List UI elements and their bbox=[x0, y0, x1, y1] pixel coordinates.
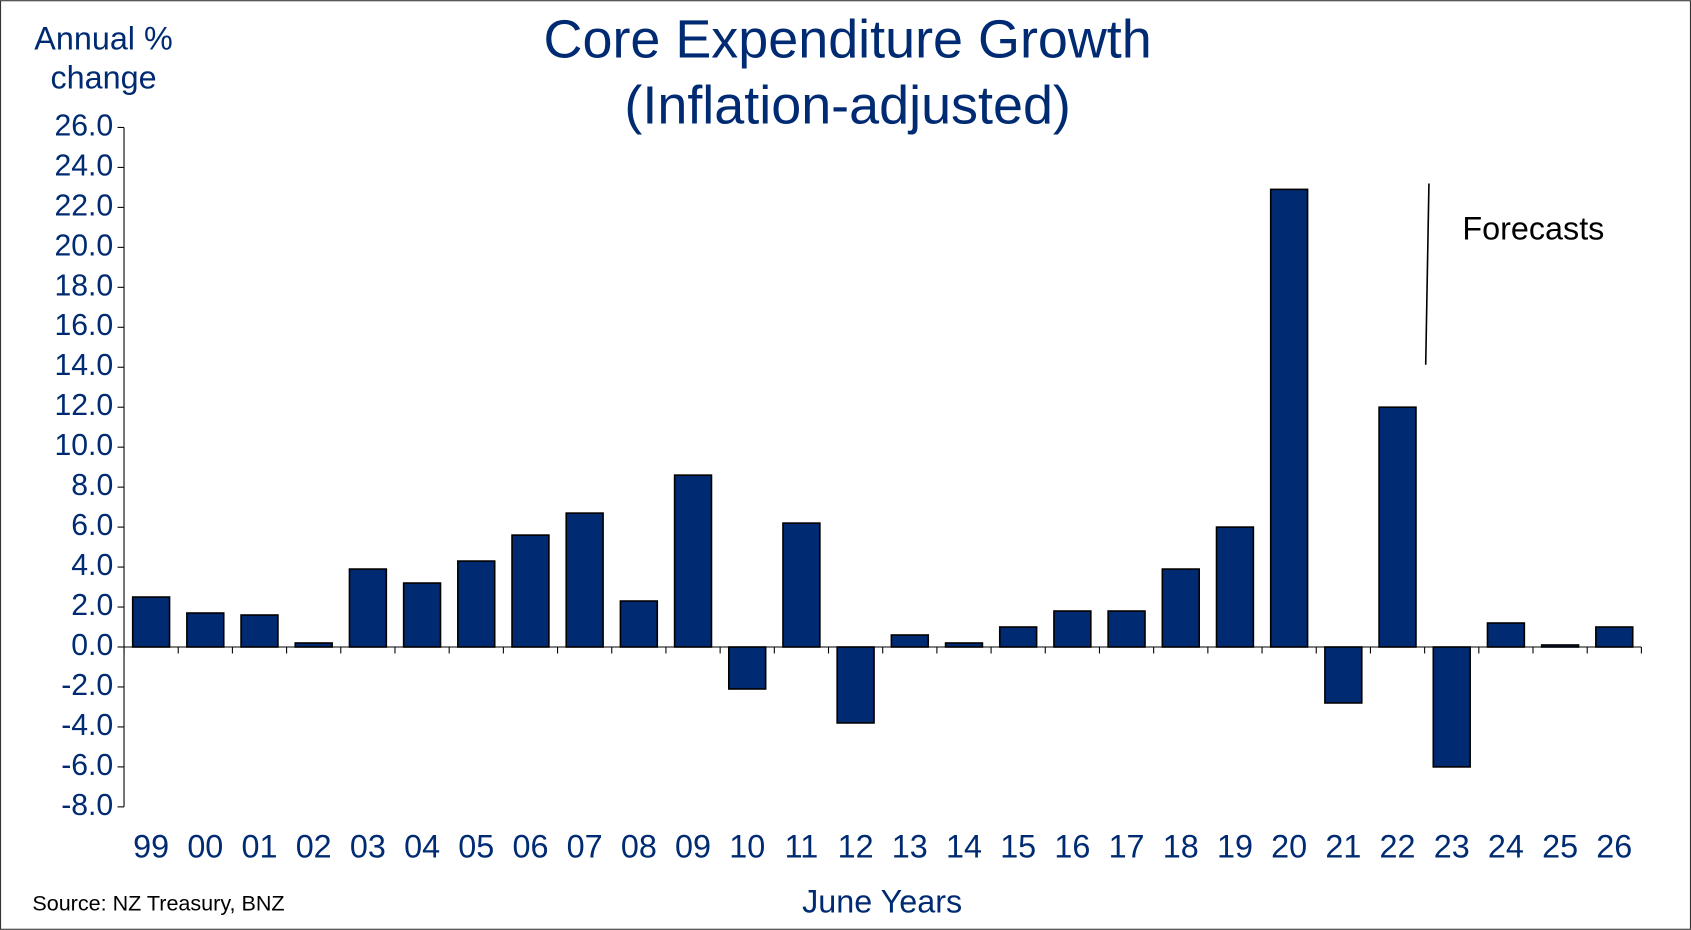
x-tick-label: 22 bbox=[1380, 828, 1416, 864]
y-axis-label: Annual % bbox=[34, 21, 172, 57]
source-note: Source: NZ Treasury, BNZ bbox=[32, 891, 284, 916]
x-tick-label: 04 bbox=[404, 828, 440, 864]
x-tick-label: 24 bbox=[1488, 828, 1524, 864]
y-tick-label: 18.0 bbox=[54, 269, 113, 302]
x-tick-label: 05 bbox=[458, 828, 494, 864]
y-tick-label: 6.0 bbox=[71, 509, 113, 542]
y-tick-label: 26.0 bbox=[54, 109, 113, 142]
y-tick-label: 22.0 bbox=[54, 189, 113, 222]
x-tick-label: 11 bbox=[785, 828, 819, 864]
bar bbox=[673, 474, 713, 648]
x-tick-label: 16 bbox=[1054, 828, 1090, 864]
bar bbox=[998, 626, 1038, 648]
y-tick-label: 0.0 bbox=[71, 629, 113, 662]
x-tick-label: 03 bbox=[350, 828, 386, 864]
x-tick-label: 99 bbox=[133, 828, 169, 864]
bar bbox=[836, 646, 875, 724]
bar bbox=[944, 642, 984, 648]
x-tick-label: 14 bbox=[946, 828, 982, 864]
bar bbox=[131, 596, 171, 648]
chart-title: (Inflation-adjusted) bbox=[624, 75, 1070, 135]
bar bbox=[294, 642, 333, 648]
y-tick-label: -8.0 bbox=[61, 789, 113, 822]
y-tick-label: 10.0 bbox=[54, 429, 113, 462]
bar bbox=[1595, 626, 1634, 648]
y-tick-label: -2.0 bbox=[61, 669, 113, 702]
y-tick-label: 12.0 bbox=[54, 389, 113, 422]
chart-title: Core Expenditure Growth bbox=[544, 10, 1152, 70]
x-tick-label: 09 bbox=[675, 828, 711, 864]
bar bbox=[1215, 526, 1255, 648]
x-tick-label: 18 bbox=[1163, 828, 1199, 864]
bar bbox=[240, 614, 279, 648]
y-tick-label: 24.0 bbox=[54, 149, 113, 182]
x-tick-label: 23 bbox=[1434, 828, 1470, 864]
bar bbox=[1053, 610, 1092, 648]
y-tick-label: -4.0 bbox=[61, 709, 113, 742]
bar bbox=[1269, 188, 1309, 648]
bar bbox=[782, 522, 821, 648]
x-tick-label: 01 bbox=[242, 828, 278, 864]
bar bbox=[1161, 568, 1200, 648]
x-tick-label: 25 bbox=[1542, 828, 1578, 864]
bar bbox=[1432, 646, 1471, 768]
bar bbox=[348, 568, 388, 648]
x-tick-label: 10 bbox=[729, 828, 765, 864]
x-tick-label: 00 bbox=[187, 828, 223, 864]
bar bbox=[619, 600, 659, 648]
bar bbox=[1324, 646, 1363, 704]
x-tick-label: 21 bbox=[1325, 828, 1361, 864]
x-tick-label: 12 bbox=[838, 828, 874, 864]
bar bbox=[402, 582, 442, 648]
x-tick-label: 20 bbox=[1271, 828, 1307, 864]
x-axis-label: June Years bbox=[802, 883, 962, 919]
bar bbox=[457, 560, 496, 648]
bar bbox=[186, 612, 225, 648]
bar bbox=[1486, 622, 1526, 648]
y-tick-label: 14.0 bbox=[54, 349, 113, 382]
bar bbox=[1378, 406, 1417, 648]
y-tick-label: 8.0 bbox=[71, 469, 113, 502]
x-tick-label: 06 bbox=[512, 828, 548, 864]
bar bbox=[890, 634, 930, 648]
x-tick-label: 26 bbox=[1596, 828, 1632, 864]
bar bbox=[727, 646, 767, 690]
y-tick-label: 16.0 bbox=[54, 309, 113, 342]
x-tick-label: 07 bbox=[567, 828, 603, 864]
x-tick-label: 17 bbox=[1109, 828, 1145, 864]
x-tick-label: 19 bbox=[1217, 828, 1253, 864]
y-tick-label: 2.0 bbox=[71, 589, 113, 622]
y-axis-label: change bbox=[50, 60, 156, 96]
y-tick-label: 4.0 bbox=[71, 549, 113, 582]
annotation-line bbox=[1424, 183, 1430, 365]
x-tick-label: 08 bbox=[621, 828, 657, 864]
annotation: Forecasts bbox=[1462, 211, 1604, 247]
bar bbox=[565, 512, 604, 648]
x-tick-label: 02 bbox=[296, 828, 332, 864]
x-tick-label: 13 bbox=[892, 828, 928, 864]
y-tick-label: -6.0 bbox=[61, 749, 113, 782]
y-tick-label: 20.0 bbox=[54, 229, 113, 262]
bar bbox=[1107, 610, 1146, 648]
x-tick-label: 15 bbox=[1000, 828, 1036, 864]
bar bbox=[511, 534, 550, 648]
